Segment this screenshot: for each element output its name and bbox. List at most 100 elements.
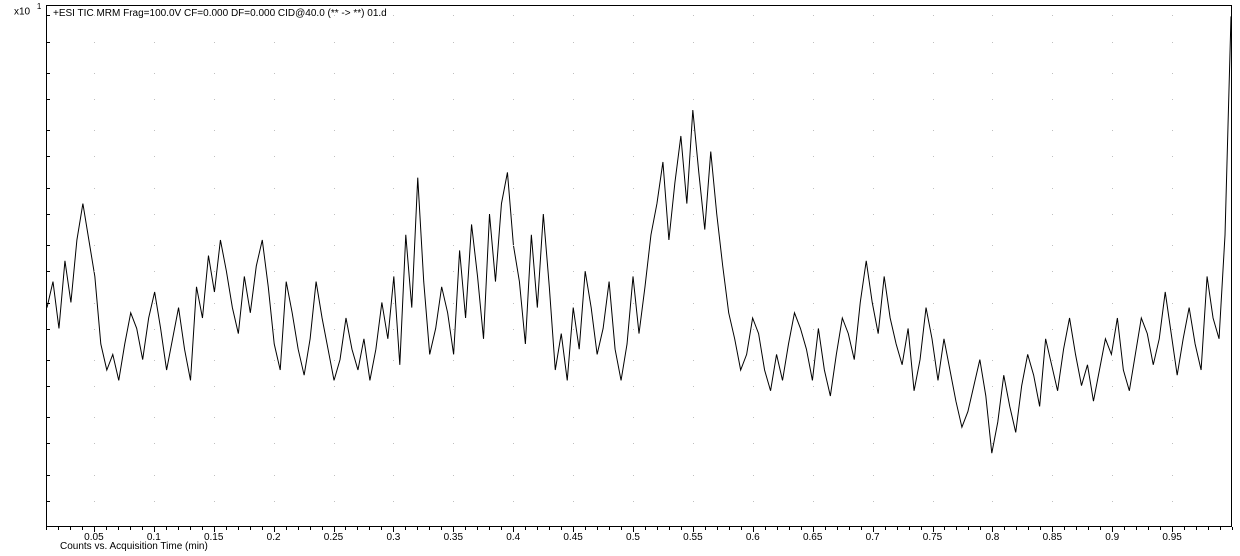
x-tick-label: 0.6	[746, 532, 760, 543]
x-tick-label: 0.2	[267, 532, 281, 543]
x-tick-label: 0.65	[803, 532, 822, 543]
x-tick-label: 0.25	[324, 532, 343, 543]
grid-dot	[214, 417, 215, 418]
grid-dot	[334, 130, 335, 131]
x-tick-minor	[106, 527, 107, 530]
x-tick-minor	[1004, 527, 1005, 530]
grid-dot	[933, 501, 934, 502]
grid-dot	[753, 214, 754, 215]
grid-dot	[693, 386, 694, 387]
grid-dot	[693, 303, 694, 304]
grid-dot	[154, 386, 155, 387]
y-tick-mark	[46, 501, 50, 502]
grid-dot	[1052, 214, 1053, 215]
grid-dot	[334, 303, 335, 304]
grid-dot	[813, 99, 814, 100]
grid-dot	[1112, 15, 1113, 16]
x-tick-minor	[286, 527, 287, 530]
grid-dot	[1112, 245, 1113, 246]
grid-dot	[573, 156, 574, 157]
grid-dot	[992, 188, 993, 189]
grid-dot	[154, 188, 155, 189]
y-tick-mark	[46, 443, 50, 444]
chart-container: x10 1 +ESI TIC MRM Frag=100.0V CF=0.000 …	[0, 0, 1240, 556]
x-tick-minor	[142, 527, 143, 530]
grid-dot	[274, 271, 275, 272]
grid-dot	[393, 386, 394, 387]
x-tick-minor	[1016, 527, 1017, 530]
grid-dot	[992, 501, 993, 502]
x-tick-minor	[178, 527, 179, 530]
grid-dot	[154, 271, 155, 272]
grid-dot	[513, 214, 514, 215]
grid-dot	[274, 360, 275, 361]
x-tick-minor	[944, 527, 945, 530]
grid-dot	[873, 360, 874, 361]
x-tick-minor	[310, 527, 311, 530]
grid-dot	[1052, 73, 1053, 74]
grid-dot	[933, 42, 934, 43]
grid-dot	[933, 245, 934, 246]
grid-dot	[1172, 130, 1173, 131]
grid-dot	[573, 214, 574, 215]
x-tick-minor	[741, 527, 742, 530]
grid-dot	[274, 73, 275, 74]
grid-dot	[992, 156, 993, 157]
grid-dot	[813, 443, 814, 444]
y-tick-mark	[46, 73, 50, 74]
grid-dot	[813, 417, 814, 418]
x-tick-minor	[489, 527, 490, 530]
grid-dot	[813, 42, 814, 43]
grid-dot	[633, 99, 634, 100]
grid-dot	[813, 386, 814, 387]
grid-dot	[513, 271, 514, 272]
grid-dot	[1172, 417, 1173, 418]
grid-dot	[873, 501, 874, 502]
x-tick-minor	[345, 527, 346, 530]
grid-dot	[453, 156, 454, 157]
x-tick-minor	[765, 527, 766, 530]
grid-dot	[513, 73, 514, 74]
grid-dot	[274, 188, 275, 189]
grid-dot	[813, 73, 814, 74]
x-tick-minor	[118, 527, 119, 530]
x-tick-minor	[1136, 527, 1137, 530]
grid-dot	[633, 73, 634, 74]
grid-dot	[693, 501, 694, 502]
grid-dot	[933, 386, 934, 387]
grid-dot	[873, 15, 874, 16]
grid-dot	[573, 188, 574, 189]
grid-dot	[513, 386, 514, 387]
grid-dot	[393, 443, 394, 444]
grid-dot	[1112, 73, 1113, 74]
grid-dot	[214, 156, 215, 157]
grid-dot	[94, 245, 95, 246]
grid-dot	[513, 475, 514, 476]
grid-dot	[633, 417, 634, 418]
x-tick-minor	[405, 527, 406, 530]
y-tick-mark	[46, 329, 50, 330]
grid-dot	[813, 156, 814, 157]
x-tick-minor	[705, 527, 706, 530]
grid-dot	[573, 99, 574, 100]
grid-dot	[513, 360, 514, 361]
y-tick-mark	[46, 386, 50, 387]
x-tick-minor	[477, 527, 478, 530]
grid-dot	[334, 386, 335, 387]
grid-dot	[573, 245, 574, 246]
grid-dot	[214, 15, 215, 16]
x-tick-minor	[417, 527, 418, 530]
x-tick-minor	[1208, 527, 1209, 530]
grid-dot	[693, 245, 694, 246]
grid-dot	[154, 443, 155, 444]
grid-dot	[873, 386, 874, 387]
grid-dot	[94, 360, 95, 361]
x-tick-label: 0.4	[506, 532, 520, 543]
grid-dot	[94, 15, 95, 16]
grid-dot	[573, 501, 574, 502]
grid-dot	[453, 99, 454, 100]
grid-dot	[992, 15, 993, 16]
grid-dot	[154, 99, 155, 100]
grid-dot	[94, 475, 95, 476]
grid-dot	[1112, 271, 1113, 272]
